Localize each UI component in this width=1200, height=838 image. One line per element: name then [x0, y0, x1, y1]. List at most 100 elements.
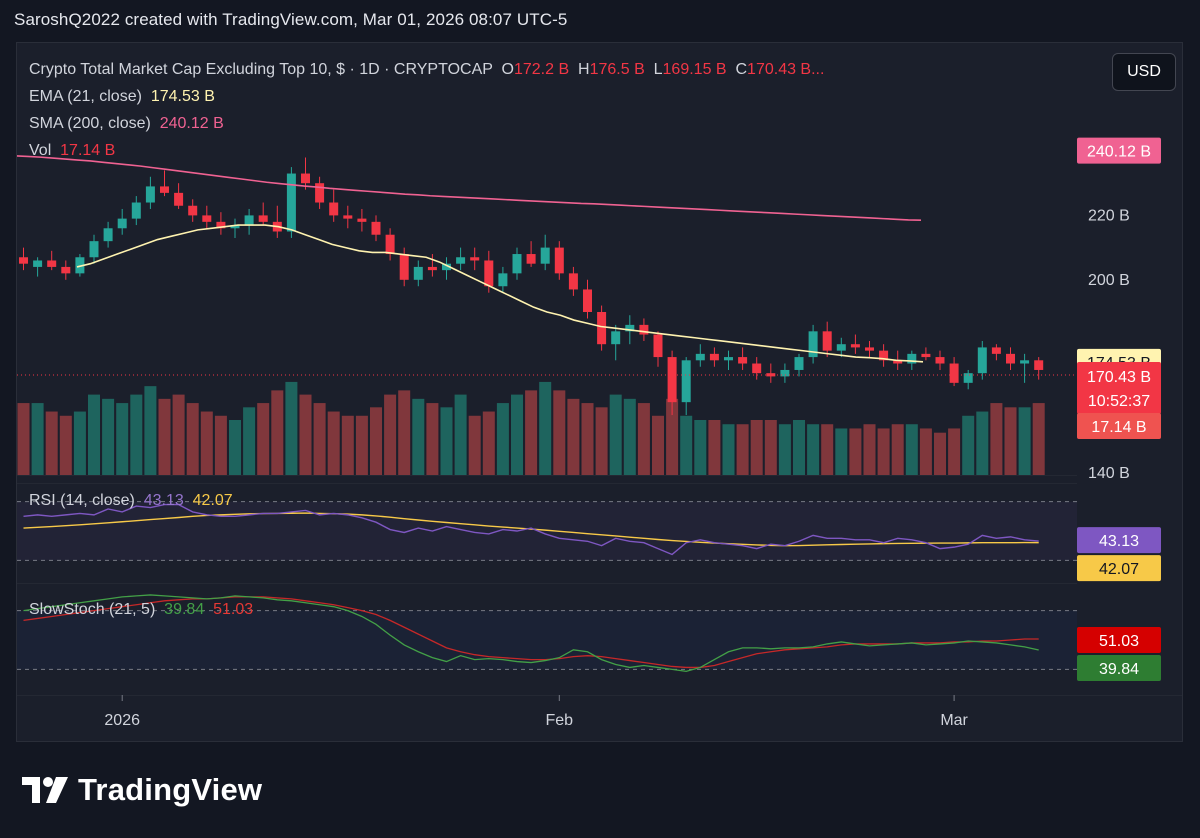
candle-body	[174, 192, 184, 206]
ohlc-close: 170.43 B...	[747, 61, 825, 78]
candle-body	[399, 254, 409, 280]
volume-bar	[355, 415, 368, 475]
candle-body	[89, 241, 99, 258]
tradingview-logo-icon	[22, 777, 68, 803]
volume-bar	[158, 398, 171, 475]
candle-body	[512, 254, 522, 274]
candle-body	[738, 357, 748, 364]
price-axis-tick: 140 B	[1088, 465, 1130, 482]
rsi-line	[23, 503, 1039, 556]
stoch-label: SlowStoch (21, 5)	[29, 601, 156, 618]
ohlc-close-label: C	[735, 61, 748, 78]
volume-bar	[398, 390, 411, 475]
legend-stoch-row[interactable]: SlowStoch (21, 5) 39.84 51.03	[29, 601, 253, 619]
candle-body	[752, 363, 762, 374]
volume-bar	[609, 394, 622, 475]
volume-bar	[1032, 403, 1045, 475]
candle-body	[117, 218, 127, 229]
volume-bar	[990, 403, 1003, 475]
stoch-k-tag-bg	[1077, 654, 1161, 681]
price-axis: 220 B 200 B 140 B	[1088, 207, 1130, 482]
volume-bar	[172, 394, 185, 475]
candle-body	[329, 202, 339, 216]
candle-body	[47, 260, 57, 267]
volume-bar	[496, 403, 509, 475]
legend-ema-row[interactable]: EMA (21, close) 174.53 B	[29, 88, 215, 106]
volume-bar	[863, 424, 876, 475]
stoch-pane-divider	[17, 583, 1077, 584]
candle-body	[470, 257, 480, 261]
legend-vol-row[interactable]: Vol 17.14 B	[29, 142, 115, 160]
candle-body	[681, 360, 691, 403]
candle-body	[766, 373, 776, 377]
last-price-tag: 170.43 B	[1087, 369, 1151, 386]
volume-bar	[793, 420, 805, 475]
ema-line	[76, 224, 924, 363]
volume-bar	[384, 394, 397, 475]
candle-body	[611, 331, 621, 345]
volume-bar	[976, 411, 989, 475]
stoch-k-line	[23, 594, 1039, 673]
volume-bar	[341, 415, 354, 475]
volume-bar	[581, 403, 594, 475]
candle-body	[131, 202, 141, 219]
volume-bar	[426, 403, 439, 475]
candle-body	[963, 373, 973, 383]
volume-bar	[412, 398, 425, 475]
rsi-tag-bg	[1077, 527, 1161, 554]
candle-body	[879, 350, 889, 361]
rsi-band	[17, 501, 1077, 561]
volume-bar	[144, 386, 157, 475]
volume-bar	[214, 415, 227, 475]
candle-body	[301, 173, 310, 184]
volume-bar	[271, 390, 284, 475]
rsi-label: RSI (14, close)	[29, 492, 135, 509]
volume-bar	[468, 415, 481, 475]
candle-body	[371, 221, 381, 235]
candle-body	[188, 205, 198, 216]
candle-body	[498, 273, 508, 287]
candle-body	[526, 254, 536, 264]
volume-bar	[623, 398, 636, 475]
grid-lines	[17, 475, 1077, 476]
volume-bar	[934, 432, 946, 475]
volume-bar	[45, 411, 58, 475]
time-axis: 2026 Feb Mar	[17, 695, 1182, 729]
rsi-tag: 43.13	[1099, 533, 1139, 550]
candle-body	[597, 312, 607, 345]
sma-price-tag-bg	[1077, 137, 1161, 164]
candles	[17, 157, 1077, 416]
currency-button[interactable]: USD	[1112, 53, 1176, 91]
candle-body	[286, 173, 296, 232]
volume-bar	[299, 394, 312, 475]
stoch-d-tag-bg	[1077, 626, 1161, 653]
time-axis-label: Feb	[546, 712, 574, 729]
volume-bar	[539, 381, 552, 475]
rsi-ma-line	[23, 512, 1039, 547]
rsi-value: 43.13	[143, 492, 184, 509]
chart-frame[interactable]: 220 B 200 B 140 B 240.12 B 174.53 B 170.43 B…	[16, 42, 1183, 742]
volume-bar	[102, 398, 115, 475]
volume-tag-bg	[1077, 413, 1161, 439]
price-pane-divider	[17, 475, 1077, 476]
volume-bar	[905, 424, 918, 475]
volume-bar	[454, 394, 467, 475]
candle-body	[540, 247, 550, 264]
attribution-line: SaroshQ2022 created with TradingView.com…	[14, 10, 568, 29]
volume-bar	[595, 407, 608, 475]
candle-body	[554, 247, 564, 274]
candle-body	[893, 360, 903, 364]
chart-canvas[interactable]: 220 B 200 B 140 B 240.12 B 174.53 B 170.43 B…	[17, 43, 1182, 741]
volume-bar	[130, 394, 143, 475]
candle-body	[413, 266, 423, 280]
candle-body	[427, 266, 437, 271]
legend-rsi-row[interactable]: RSI (14, close) 43.13 42.07	[29, 492, 233, 510]
volume-bar	[186, 403, 199, 475]
volume-bar	[764, 420, 777, 475]
volume-bar	[59, 415, 72, 475]
candle-body	[61, 266, 71, 274]
candle-body	[724, 357, 733, 361]
legend-sma-row[interactable]: SMA (200, close) 240.12 B	[29, 115, 224, 133]
candle-body	[33, 260, 43, 267]
volume-bar	[482, 411, 495, 475]
